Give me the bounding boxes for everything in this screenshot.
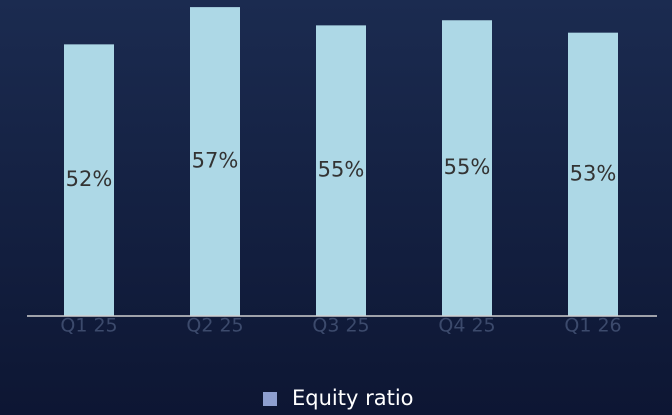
value-label: 55% [444,155,491,179]
bar [316,25,366,317]
legend-swatch [263,392,277,406]
bar [64,44,114,317]
x-tick-label: Q1 25 [60,315,117,337]
x-tick-label: Q1 26 [564,315,621,337]
bar [568,32,618,316]
legend-label: Equity ratio [292,386,414,410]
value-label: 55% [318,158,365,182]
value-label: 52% [66,167,113,191]
x-tick-label: Q3 25 [312,315,369,337]
bar [190,7,240,316]
bar [442,20,492,317]
x-tick-label: Q2 25 [186,315,243,337]
value-label: 53% [570,161,617,185]
x-tick-label: Q4 25 [438,315,495,337]
value-label: 57% [192,149,239,173]
